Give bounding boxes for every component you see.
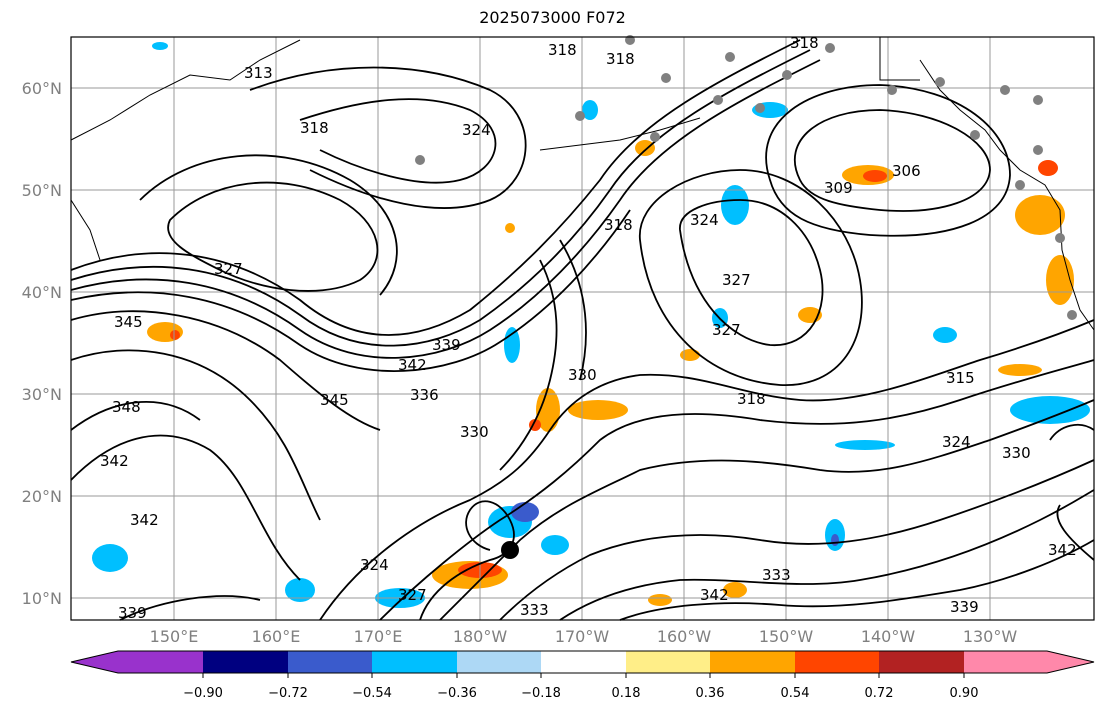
contour-label: 318 bbox=[300, 119, 329, 137]
lat-label: 50°N bbox=[22, 181, 62, 200]
contour-label: 336 bbox=[410, 386, 439, 404]
colorbar-segment bbox=[372, 651, 457, 673]
contour-label: 324 bbox=[690, 211, 719, 229]
lat-label: 20°N bbox=[22, 487, 62, 506]
contour-label: 345 bbox=[320, 391, 349, 409]
lon-axis: 150°E 160°E 170°E 180°W 170°W 160°W 150°… bbox=[150, 627, 1018, 646]
contour-label: 330 bbox=[1002, 444, 1031, 462]
contour-label: 339 bbox=[118, 604, 147, 622]
storm-center-marker bbox=[501, 541, 519, 559]
map-title: 2025073000 F072 bbox=[479, 8, 626, 27]
contour-label: 318 bbox=[737, 390, 766, 408]
colorbar-tick-label: −0.18 bbox=[521, 686, 561, 701]
contour-label: 342 bbox=[100, 452, 129, 470]
colorbar-segment bbox=[879, 651, 964, 673]
lon-label: 170°W bbox=[555, 627, 610, 646]
contour-label: 313 bbox=[244, 64, 273, 82]
contour-label: 342 bbox=[1048, 541, 1077, 559]
contour-label: 324 bbox=[360, 556, 389, 574]
colorbar-extend-min bbox=[71, 651, 118, 673]
colorbar-segment bbox=[288, 651, 372, 673]
colorbar-outline bbox=[70, 650, 1095, 674]
lon-label: 140°W bbox=[861, 627, 916, 646]
contour-label: 342 bbox=[700, 586, 729, 604]
contour-label: 318 bbox=[548, 41, 577, 59]
contour-label: 348 bbox=[112, 398, 141, 416]
lon-label: 180°W bbox=[453, 627, 508, 646]
lat-label: 60°N bbox=[22, 79, 62, 98]
contour-label: 318 bbox=[606, 50, 635, 68]
contour-label: 330 bbox=[568, 366, 597, 384]
colorbar-tick-label: −0.72 bbox=[268, 686, 308, 701]
lat-axis: 60°N 50°N 40°N 30°N 20°N 10°N bbox=[22, 79, 62, 608]
contour-label: 342 bbox=[398, 356, 427, 374]
lat-label: 40°N bbox=[22, 283, 62, 302]
contour-label: 339 bbox=[950, 598, 979, 616]
colorbar-segment bbox=[626, 651, 710, 673]
contour-label: 333 bbox=[520, 601, 549, 619]
contour-label: 327 bbox=[722, 271, 751, 289]
contour-label: 342 bbox=[130, 511, 159, 529]
colorbar-tick-label: −0.54 bbox=[352, 686, 392, 701]
colorbar-tick-label: 0.18 bbox=[612, 686, 641, 701]
lon-label: 170°E bbox=[354, 627, 403, 646]
contour-label: 315 bbox=[946, 369, 975, 387]
colorbar-segment bbox=[118, 651, 203, 673]
lat-label: 30°N bbox=[22, 385, 62, 404]
colorbar: −0.90 −0.72 −0.54 −0.36 −0.18 0.18 0.36 … bbox=[70, 650, 1095, 701]
colorbar-segments bbox=[118, 651, 1047, 673]
colorbar-segment bbox=[203, 651, 288, 673]
contour-label: 309 bbox=[824, 179, 853, 197]
contour-label: 324 bbox=[942, 433, 971, 451]
lon-label: 150°W bbox=[759, 627, 814, 646]
lat-label: 10°N bbox=[22, 589, 62, 608]
colorbar-tick-label: 0.36 bbox=[696, 686, 725, 701]
colorbar-segment bbox=[710, 651, 795, 673]
colorbar-extend-max bbox=[1047, 651, 1094, 673]
lon-label: 150°E bbox=[150, 627, 199, 646]
colorbar-segment bbox=[795, 651, 879, 673]
contour-labels: 318 318 318 313 318 324 306 309 327 318 … bbox=[100, 34, 1077, 622]
gridlines bbox=[71, 37, 1094, 620]
lon-label: 130°W bbox=[963, 627, 1018, 646]
contour-label: 306 bbox=[892, 162, 921, 180]
contour-label: 324 bbox=[462, 121, 491, 139]
contour-label: 327 bbox=[398, 586, 427, 604]
contour-label: 345 bbox=[114, 313, 143, 331]
contour-label: 327 bbox=[214, 260, 243, 278]
colorbar-segment bbox=[964, 651, 1047, 673]
map-frame bbox=[70, 36, 1095, 621]
contour-label: 318 bbox=[790, 34, 819, 52]
colorbar-tick-label: 0.54 bbox=[781, 686, 810, 701]
coastlines bbox=[70, 37, 1095, 331]
lon-label: 160°W bbox=[657, 627, 712, 646]
colorbar-segment bbox=[457, 651, 541, 673]
colorbar-tick-labels: −0.90 −0.72 −0.54 −0.36 −0.18 0.18 0.36 … bbox=[183, 686, 978, 701]
colorbar-segment bbox=[541, 651, 626, 673]
colorbar-tick-label: −0.90 bbox=[183, 686, 223, 701]
contour-label: 327 bbox=[712, 321, 741, 339]
contours bbox=[70, 39, 1095, 621]
contour-label: 330 bbox=[460, 423, 489, 441]
contour-label: 339 bbox=[432, 336, 461, 354]
colorbar-tick-label: 0.72 bbox=[865, 686, 894, 701]
station-markers bbox=[415, 35, 1077, 320]
lon-label: 160°E bbox=[252, 627, 301, 646]
contour-label: 333 bbox=[762, 566, 791, 584]
colorbar-tick-label: −0.36 bbox=[437, 686, 477, 701]
colorbar-tick-label: 0.90 bbox=[950, 686, 979, 701]
contour-label: 318 bbox=[604, 216, 633, 234]
